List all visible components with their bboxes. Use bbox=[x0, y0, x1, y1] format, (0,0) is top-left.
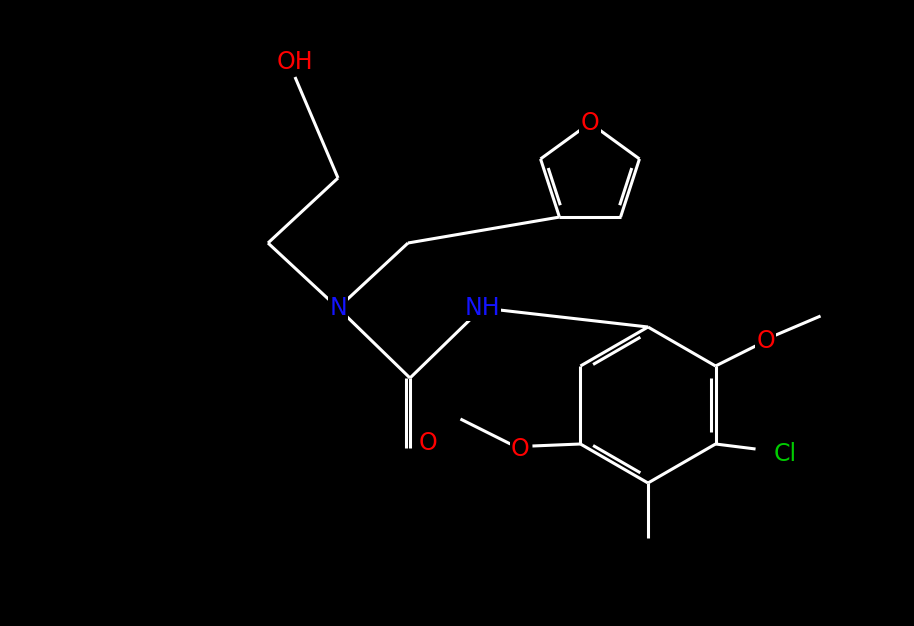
Text: O: O bbox=[580, 111, 600, 135]
Text: O: O bbox=[511, 437, 530, 461]
Text: N: N bbox=[329, 296, 347, 320]
Text: OH: OH bbox=[277, 50, 314, 74]
Text: Cl: Cl bbox=[774, 442, 797, 466]
Text: O: O bbox=[756, 329, 775, 353]
Text: O: O bbox=[419, 431, 438, 455]
Text: NH: NH bbox=[464, 296, 500, 320]
